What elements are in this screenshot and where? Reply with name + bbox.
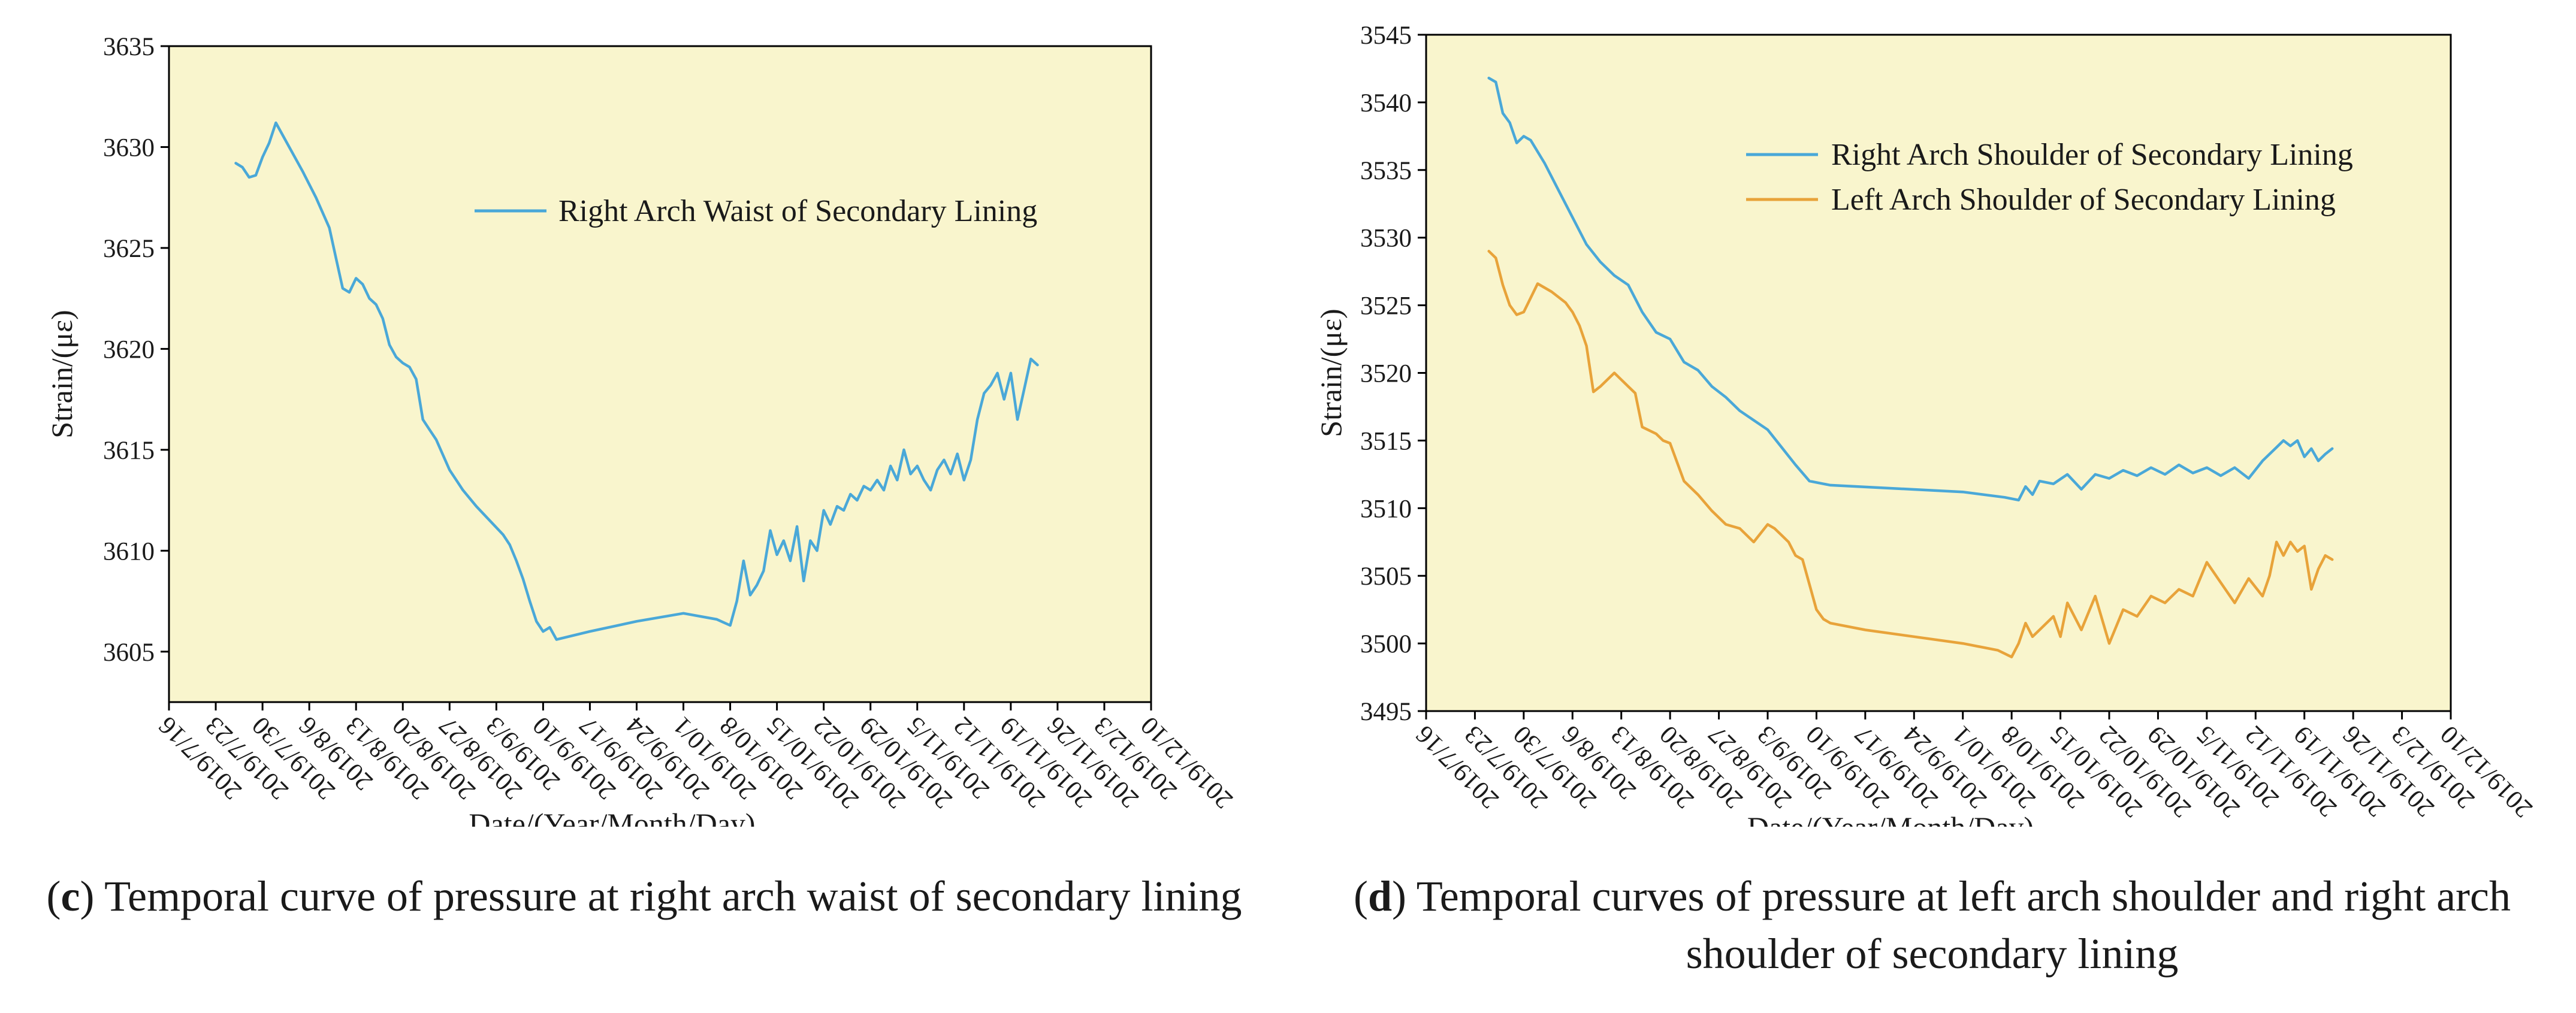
y-tick-label: 3510 [1360,495,1412,523]
series-line [1487,77,2334,502]
y-tick-label: 3615 [103,437,155,465]
y-tick-label: 3635 [103,33,155,61]
series-line [1487,250,2334,658]
y-tick-label: 3545 [1360,22,1412,50]
y-tick-label: 3495 [1360,698,1412,726]
x-axis-title: Date/(Year/Month/Day) [469,807,755,827]
x-axis-title: Date/(Year/Month/Day) [1747,811,2034,827]
chart-panel-d: 3495 3500 3505 3510 3515 3520 3525 3530 3535 3540… [1314,22,2538,827]
series-line [234,121,1039,641]
y-tick-label: 3530 [1360,225,1412,253]
caption-d-text: Temporal curves of pressure at left arch… [1416,872,2511,978]
y-tick-label: 3525 [1360,292,1412,320]
caption-c: (c) Temporal curve of pressure at right … [46,872,1242,920]
y-tick-label: 3630 [103,134,155,162]
y-tick-label: 3540 [1360,89,1412,117]
y-tick-label: 3605 [103,639,155,667]
legend-label: Right Arch Shoulder of Secondary Lining [1831,138,2353,172]
chart-panel-c: 36053610361536203625363036352019/7/16201… [45,33,1239,827]
y-axis-title: Strain/(με) [45,310,78,438]
caption-d: (d) Temporal curves of pressure at left … [1354,872,2511,978]
caption-c-letter: c [61,872,80,920]
y-tick-label: 3505 [1360,563,1412,591]
legend-label: Left Arch Shoulder of Secondary Lining [1831,183,2336,217]
y-tick-label: 3515 [1360,427,1412,455]
plot-area [1425,34,2452,712]
caption-d-letter: d [1368,872,1393,920]
caption-c-text: Temporal curve of pressure at right arch… [104,872,1242,920]
y-axis-title: Strain/(με) [1314,309,1348,437]
figure-canvas: 36053610361536203625363036352019/7/16201… [45,22,2538,827]
y-tick-label: 3610 [103,537,155,566]
y-tick-label: 3625 [103,235,155,263]
y-tick-label: 3535 [1360,157,1412,185]
y-tick-label: 3500 [1360,630,1412,658]
y-tick-label: 3620 [103,335,155,364]
legend-label: Right Arch Waist of Secondary Lining [558,194,1037,228]
y-tick-label: 3520 [1360,360,1412,388]
plot-area [168,45,1152,703]
